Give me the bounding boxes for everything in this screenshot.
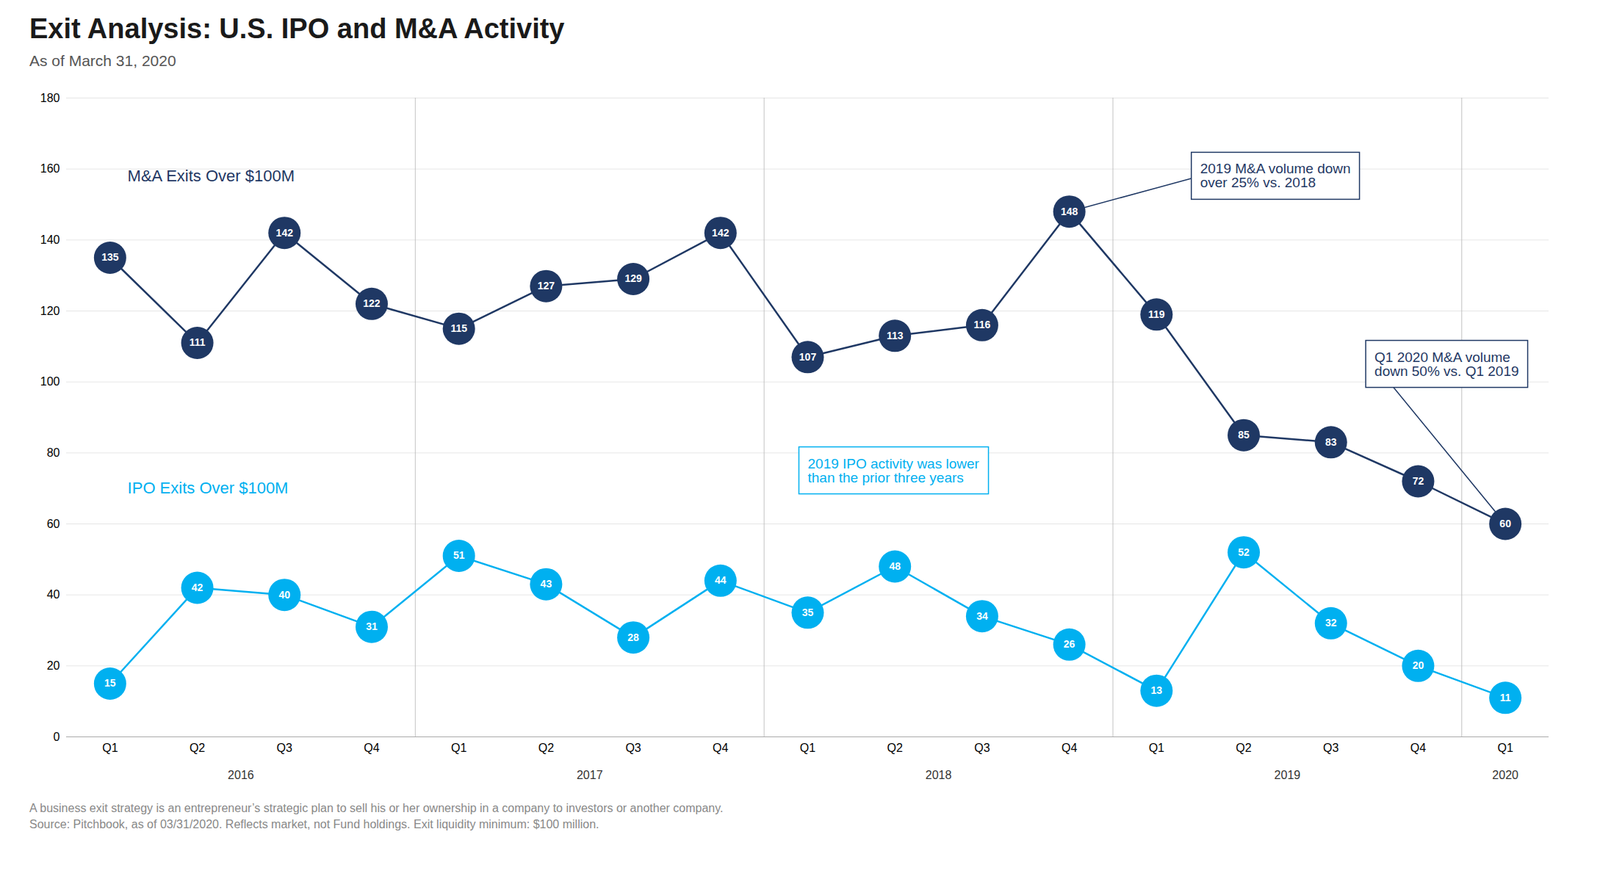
svg-text:Q1: Q1 bbox=[451, 741, 467, 755]
svg-text:140: 140 bbox=[40, 233, 61, 247]
svg-text:122: 122 bbox=[362, 297, 381, 310]
svg-text:2018: 2018 bbox=[925, 769, 953, 782]
svg-text:Q3: Q3 bbox=[974, 741, 990, 755]
svg-text:Q2: Q2 bbox=[1235, 741, 1252, 755]
html-text:Source: Pitchbook, as of 03/31: Source: Pitchbook, as of 03/31/2020. Ref… bbox=[29, 818, 600, 831]
svg-text:119: 119 bbox=[1148, 308, 1166, 321]
svg-text:52: 52 bbox=[1237, 546, 1250, 559]
svg-text:72: 72 bbox=[1412, 475, 1425, 488]
svg-text:40: 40 bbox=[278, 589, 291, 601]
svg-text:113: 113 bbox=[886, 329, 904, 342]
html-text:Exit Analysis: U.S. IPO and M&: Exit Analysis: U.S. IPO and M&A Activity bbox=[29, 13, 565, 45]
svg-text:32: 32 bbox=[1325, 617, 1338, 629]
svg-text:Q1: Q1 bbox=[102, 741, 118, 755]
svg-text:42: 42 bbox=[191, 581, 204, 594]
svg-text:Q1: Q1 bbox=[1148, 741, 1165, 755]
svg-text:43: 43 bbox=[540, 578, 553, 590]
svg-text:40: 40 bbox=[47, 588, 61, 601]
svg-text:Q3: Q3 bbox=[276, 741, 293, 755]
svg-text:Q4: Q4 bbox=[363, 741, 380, 755]
svg-text:180: 180 bbox=[40, 91, 61, 105]
html-text:A business exit strategy is an: A business exit strategy is an entrepren… bbox=[29, 802, 724, 815]
svg-text:148: 148 bbox=[1060, 205, 1079, 218]
svg-text:Q3: Q3 bbox=[625, 741, 641, 755]
svg-text:Q2: Q2 bbox=[189, 741, 205, 755]
svg-text:Q2: Q2 bbox=[538, 741, 554, 755]
svg-text:2019 M&A volume downover 25% v: 2019 M&A volume downover 25% vs. 2018 bbox=[1200, 160, 1351, 191]
svg-text:120: 120 bbox=[40, 304, 61, 318]
svg-text:35: 35 bbox=[802, 606, 814, 619]
svg-text:Q1: Q1 bbox=[1497, 741, 1513, 755]
svg-text:15: 15 bbox=[104, 677, 117, 690]
svg-text:115: 115 bbox=[450, 322, 468, 335]
svg-text:IPO Exits Over $100M: IPO Exits Over $100M bbox=[127, 478, 289, 498]
svg-text:51: 51 bbox=[453, 549, 466, 562]
svg-text:0: 0 bbox=[53, 730, 61, 744]
svg-text:28: 28 bbox=[627, 631, 640, 644]
svg-text:2019: 2019 bbox=[1274, 769, 1302, 782]
svg-text:142: 142 bbox=[276, 226, 294, 239]
svg-text:Q4: Q4 bbox=[1410, 741, 1426, 755]
svg-text:100: 100 bbox=[40, 375, 61, 388]
svg-text:44: 44 bbox=[714, 574, 727, 587]
svg-text:2019 IPO activity was lowertha: 2019 IPO activity was lowerthan the prio… bbox=[808, 456, 980, 486]
svg-text:111: 111 bbox=[189, 336, 206, 349]
svg-text:Q4: Q4 bbox=[1061, 741, 1077, 755]
svg-text:60: 60 bbox=[47, 517, 61, 531]
html-text:As of March 31, 2020: As of March 31, 2020 bbox=[29, 52, 177, 70]
svg-text:Q1: Q1 bbox=[800, 741, 816, 755]
svg-text:31: 31 bbox=[365, 620, 378, 633]
svg-text:85: 85 bbox=[1237, 429, 1250, 441]
svg-text:20: 20 bbox=[1412, 659, 1425, 672]
svg-text:135: 135 bbox=[101, 251, 120, 263]
svg-text:11: 11 bbox=[1500, 692, 1512, 704]
svg-text:48: 48 bbox=[888, 560, 901, 573]
svg-text:116: 116 bbox=[974, 318, 992, 331]
svg-text:107: 107 bbox=[799, 351, 817, 363]
svg-text:Q3: Q3 bbox=[1323, 741, 1339, 755]
svg-text:M&A Exits Over $100M: M&A Exits Over $100M bbox=[127, 166, 295, 186]
svg-text:80: 80 bbox=[47, 446, 61, 460]
svg-text:2017: 2017 bbox=[576, 769, 604, 782]
svg-text:Q4: Q4 bbox=[712, 741, 729, 755]
svg-text:129: 129 bbox=[624, 272, 643, 285]
svg-text:160: 160 bbox=[40, 162, 61, 175]
svg-text:142: 142 bbox=[711, 226, 730, 239]
svg-text:60: 60 bbox=[1499, 517, 1512, 530]
svg-text:2016: 2016 bbox=[227, 769, 255, 782]
svg-text:13: 13 bbox=[1151, 684, 1163, 697]
svg-text:20: 20 bbox=[47, 659, 61, 673]
svg-text:26: 26 bbox=[1063, 638, 1076, 651]
svg-text:83: 83 bbox=[1325, 436, 1338, 449]
svg-text:Q1 2020 M&A volumedown 50% vs.: Q1 2020 M&A volumedown 50% vs. Q1 2019 bbox=[1374, 349, 1519, 380]
svg-text:Q2: Q2 bbox=[887, 741, 903, 755]
svg-text:2020: 2020 bbox=[1492, 769, 1519, 782]
svg-text:127: 127 bbox=[537, 279, 556, 292]
svg-text:34: 34 bbox=[976, 610, 989, 623]
